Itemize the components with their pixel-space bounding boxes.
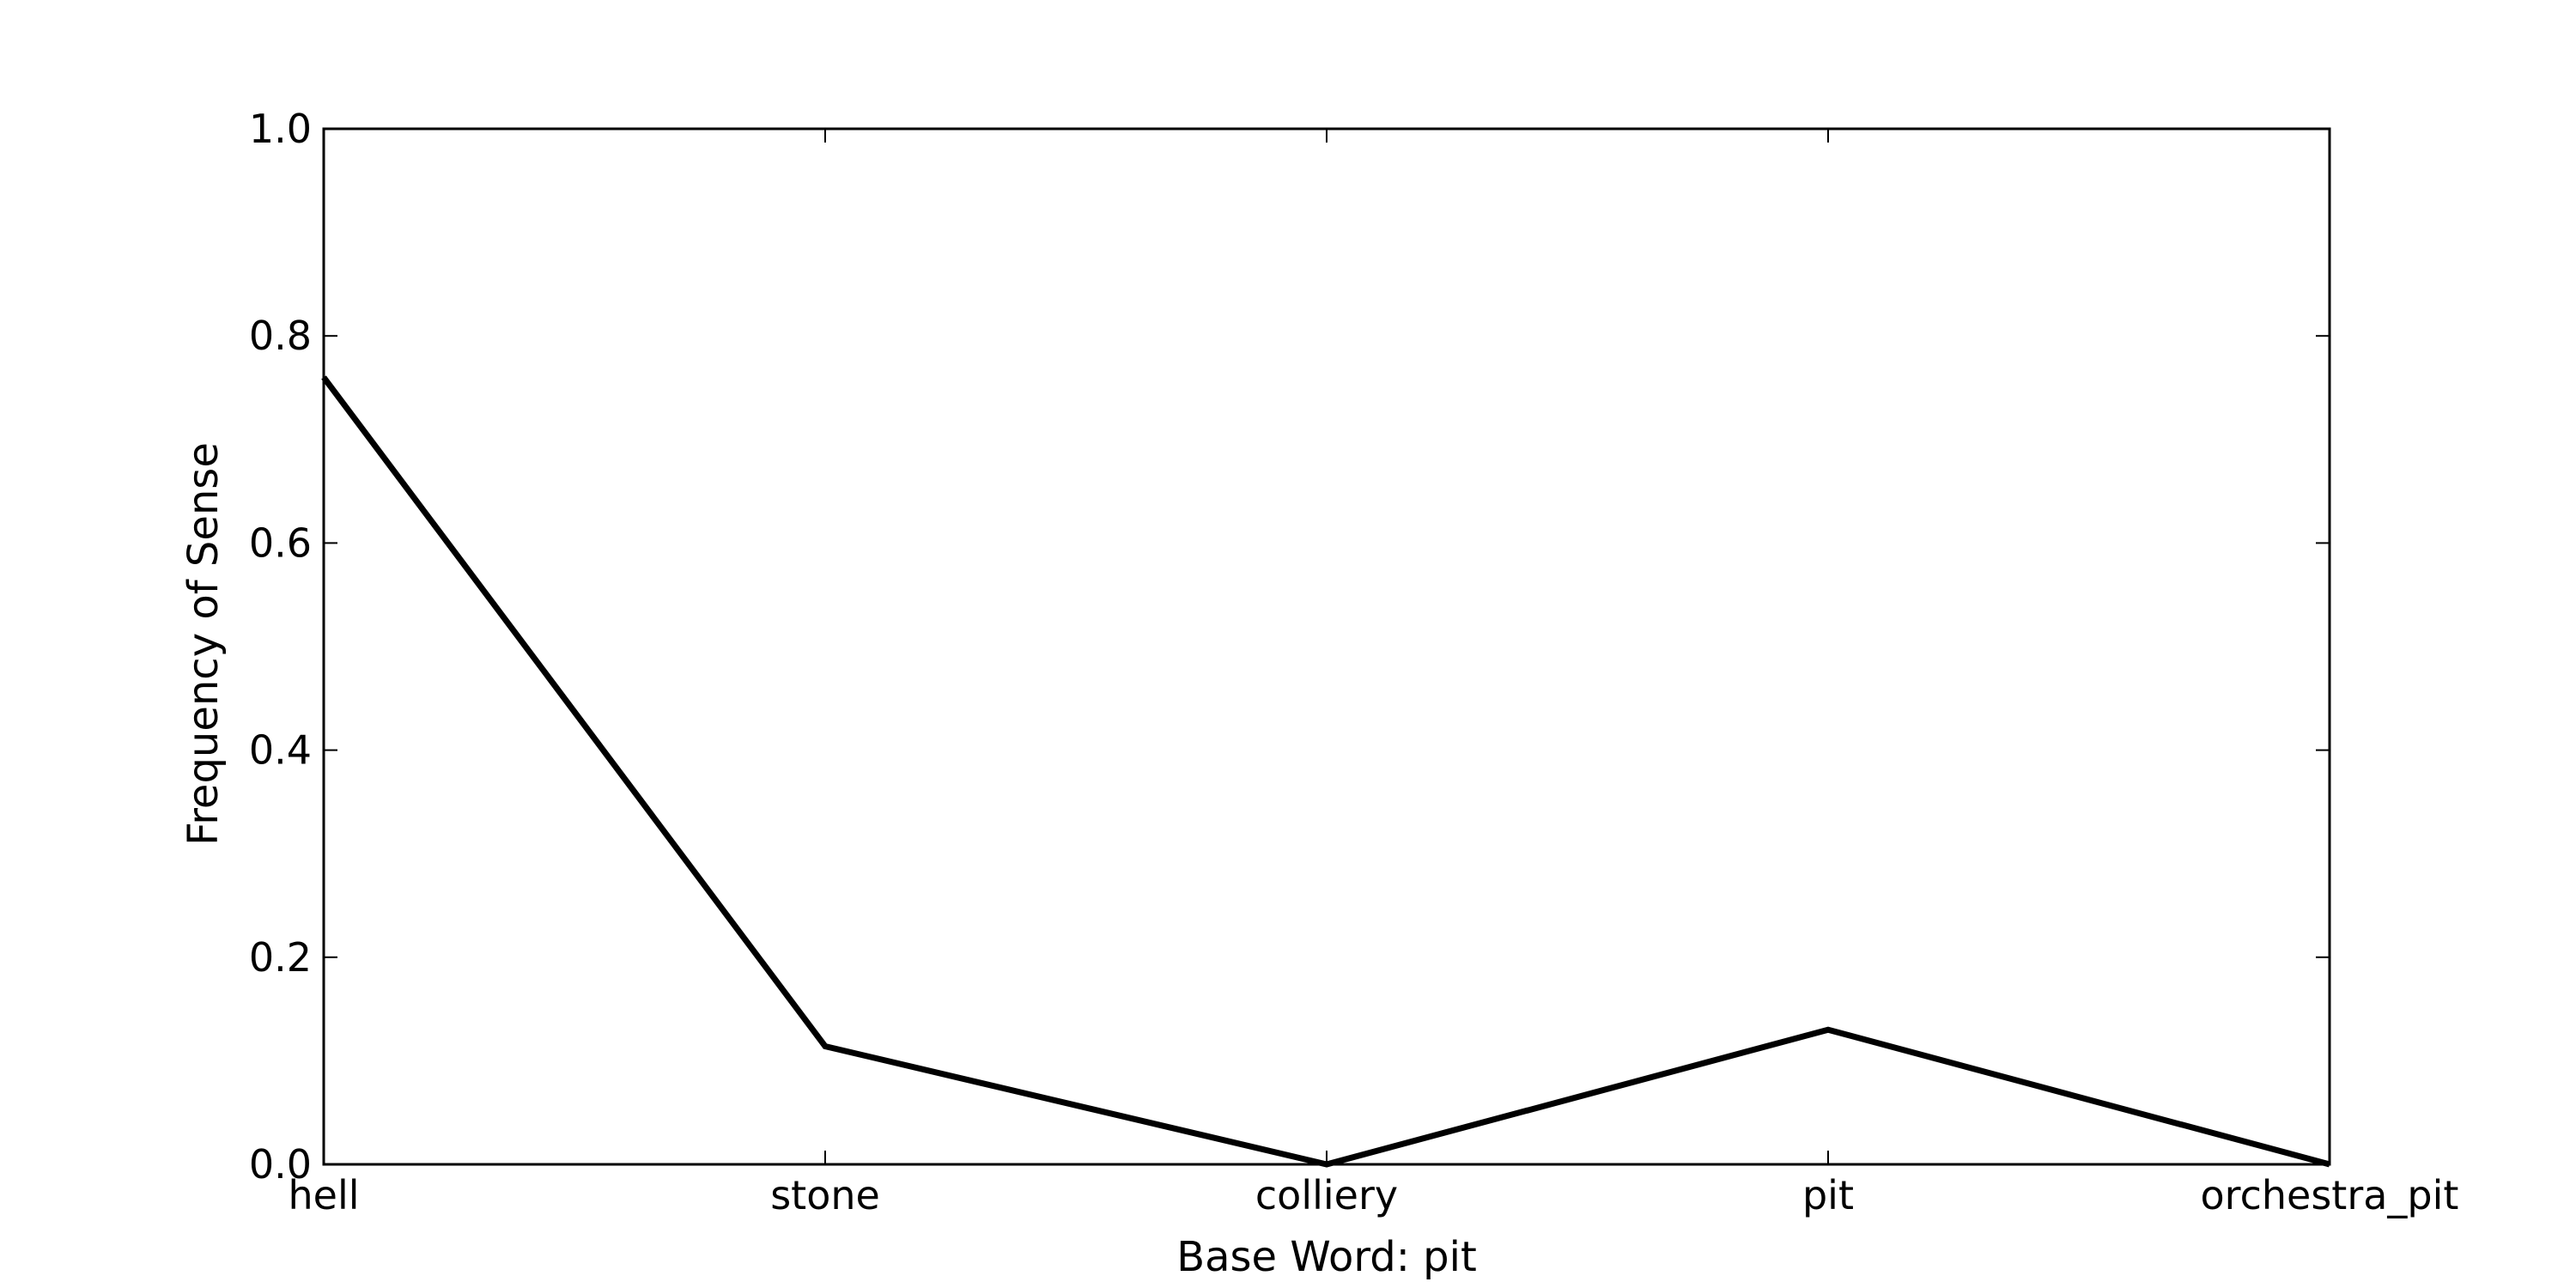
y-axis: 0.0 0.2 0.4 0.6 0.8 1.0 (249, 106, 2330, 1188)
x-tick-label: hell (288, 1172, 359, 1218)
y-tick-label: 0.2 (249, 934, 312, 981)
y-tick-label: 0.4 (249, 727, 312, 774)
x-axis-title: Base Word: pit (1176, 1233, 1477, 1281)
y-tick-label: 0.0 (249, 1141, 312, 1188)
x-tick-label: stone (770, 1172, 880, 1218)
y-tick-label: 0.8 (249, 313, 312, 359)
y-tick-label: 1.0 (249, 106, 312, 152)
series-line (321, 375, 2330, 1168)
y-axis-title: Frequency of Sense (179, 442, 228, 846)
series-layer (321, 375, 2330, 1168)
y-tick-label: 0.6 (249, 519, 312, 566)
plot-area (322, 127, 2331, 1166)
x-tick-label: pit (1802, 1172, 1854, 1218)
x-axis: hell stone colliery pit orchestra_pit (288, 129, 2458, 1218)
plot-frame (322, 127, 2331, 1166)
x-tick-label: colliery (1255, 1172, 1398, 1218)
x-tick-label: orchestra_pit (2201, 1172, 2459, 1218)
